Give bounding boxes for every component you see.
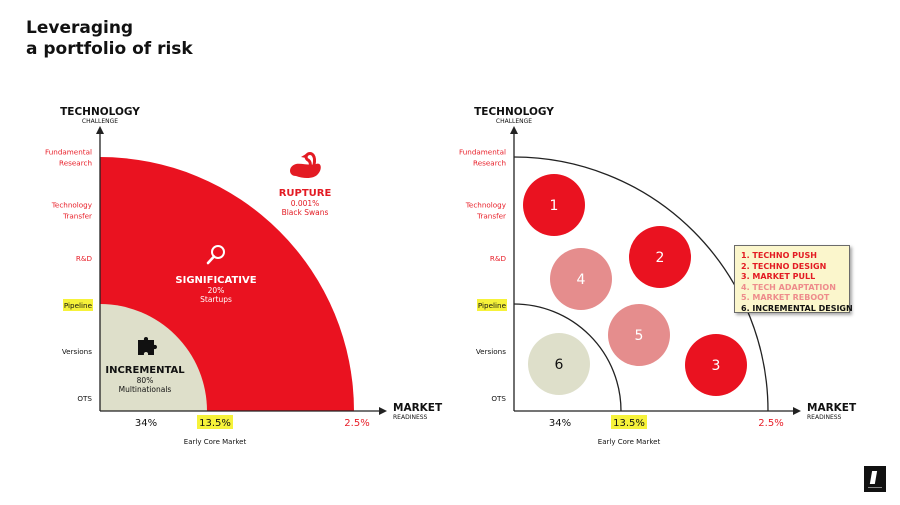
outer-arc bbox=[513, 156, 769, 412]
significative-pct: 20% bbox=[208, 286, 225, 295]
y-level-label: Fundamental bbox=[459, 148, 506, 157]
magnifier-icon bbox=[206, 245, 225, 265]
page-title: Leveraging a portfolio of risk bbox=[26, 18, 193, 60]
legend-item: 1. TECHNO PUSH bbox=[741, 251, 817, 260]
legend-item: 5. MARKET REBOOT bbox=[741, 293, 830, 303]
y-axis-arrow bbox=[510, 126, 518, 134]
x-tick-label: 2.5% bbox=[758, 418, 783, 429]
bubble-number: 6 bbox=[555, 357, 564, 373]
y-level-label: Technology bbox=[51, 201, 93, 210]
x-axis-subtitle: READINESS bbox=[807, 414, 842, 421]
bubble-number: 5 bbox=[635, 328, 644, 344]
title-line-1: Leveraging bbox=[26, 18, 134, 38]
x-tick-label: 34% bbox=[135, 418, 157, 429]
x-axis-arrow bbox=[793, 407, 801, 415]
y-level-label: Versions bbox=[62, 347, 92, 356]
y-level-label: Versions bbox=[476, 347, 506, 356]
x-tick-label: 13.5% bbox=[613, 418, 645, 429]
y-level-label: Technology bbox=[465, 201, 507, 210]
swan-body bbox=[290, 163, 321, 179]
legend-item: 6. INCREMENTAL DESIGN bbox=[741, 303, 853, 313]
y-level-label: Research bbox=[59, 159, 92, 168]
y-axis-arrow bbox=[96, 126, 104, 134]
y-level-label: Pipeline bbox=[64, 301, 93, 310]
bubble-number: 3 bbox=[712, 358, 721, 374]
y-axis-subtitle: CHALLENGE bbox=[82, 118, 118, 125]
title-line-2: a portfolio of risk bbox=[26, 39, 193, 59]
inner-arc bbox=[513, 303, 622, 412]
rupture-desc: Black Swans bbox=[282, 208, 329, 217]
y-level-label: R&D bbox=[490, 254, 507, 263]
approach-bubble-5 bbox=[608, 304, 670, 366]
y-level-label: Fundamental bbox=[45, 148, 92, 157]
magnifier-lens bbox=[211, 245, 225, 259]
incremental-desc: Multinationals bbox=[119, 385, 172, 394]
approach-bubble-2 bbox=[629, 226, 691, 288]
x-label-highlight bbox=[611, 415, 647, 429]
approach-bubble-4 bbox=[550, 248, 612, 310]
puzzle-icon bbox=[138, 337, 157, 355]
brand-logo bbox=[864, 466, 886, 492]
y-axis-title: TECHNOLOGY bbox=[474, 106, 554, 118]
logo-mark-icon bbox=[868, 471, 882, 488]
bubble-number: 1 bbox=[550, 198, 559, 214]
legend-item: 2. TECHNO DESIGN bbox=[741, 261, 827, 271]
swan-neck bbox=[304, 152, 316, 169]
y-level-label: Transfer bbox=[62, 212, 92, 221]
legend-item: 4. TECH ADAPTATION bbox=[741, 282, 836, 292]
approach-bubble-6 bbox=[528, 333, 590, 395]
puzzle-piece bbox=[138, 337, 157, 355]
swan-beak bbox=[301, 154, 306, 158]
legend-item: 3. MARKET PULL bbox=[741, 272, 816, 282]
x-axis-title: MARKET bbox=[807, 402, 857, 414]
x-axis-subtitle: READINESS bbox=[393, 414, 428, 421]
swan-icon bbox=[290, 152, 321, 179]
bubble-number: 4 bbox=[577, 272, 586, 288]
y-axis-title: TECHNOLOGY bbox=[60, 106, 140, 118]
y-level-label: OTS bbox=[77, 394, 92, 403]
incremental-title: INCREMENTAL bbox=[105, 365, 185, 376]
x-axis-caption: Early Core Market bbox=[184, 438, 247, 446]
y-level-label: R&D bbox=[76, 254, 93, 263]
y-level-label: Research bbox=[473, 159, 506, 168]
approach-bubble-1 bbox=[523, 174, 585, 236]
y-level-label: OTS bbox=[491, 394, 506, 403]
pipeline-highlight bbox=[477, 299, 507, 311]
legend-box: 1. TECHNO PUSH 2. TECHNO DESIGN 3. MARKET … bbox=[734, 245, 853, 313]
magnifier-handle bbox=[206, 255, 216, 265]
x-tick-label: 34% bbox=[549, 418, 571, 429]
y-axis-subtitle: CHALLENGE bbox=[496, 118, 532, 125]
rupture-title: RUPTURE bbox=[279, 188, 332, 199]
y-level-label: Pipeline bbox=[478, 301, 507, 310]
incremental-zone bbox=[100, 304, 207, 411]
incremental-pct: 80% bbox=[137, 376, 154, 385]
x-axis-title: MARKET bbox=[393, 402, 443, 414]
bubble-number: 2 bbox=[656, 250, 665, 266]
x-axis-caption: Early Core Market bbox=[598, 438, 661, 446]
x-label-highlight bbox=[197, 415, 233, 429]
y-level-label: Transfer bbox=[476, 212, 506, 221]
x-tick-label: 2.5% bbox=[344, 418, 369, 429]
x-axis-arrow bbox=[379, 407, 387, 415]
approach-bubble-3 bbox=[685, 334, 747, 396]
rupture-pct: 0.001% bbox=[291, 199, 320, 208]
significative-desc: Startups bbox=[200, 295, 232, 304]
significative-title: SIGNIFICATIVE bbox=[175, 275, 256, 286]
x-tick-label: 13.5% bbox=[199, 418, 231, 429]
pipeline-highlight bbox=[63, 299, 93, 311]
